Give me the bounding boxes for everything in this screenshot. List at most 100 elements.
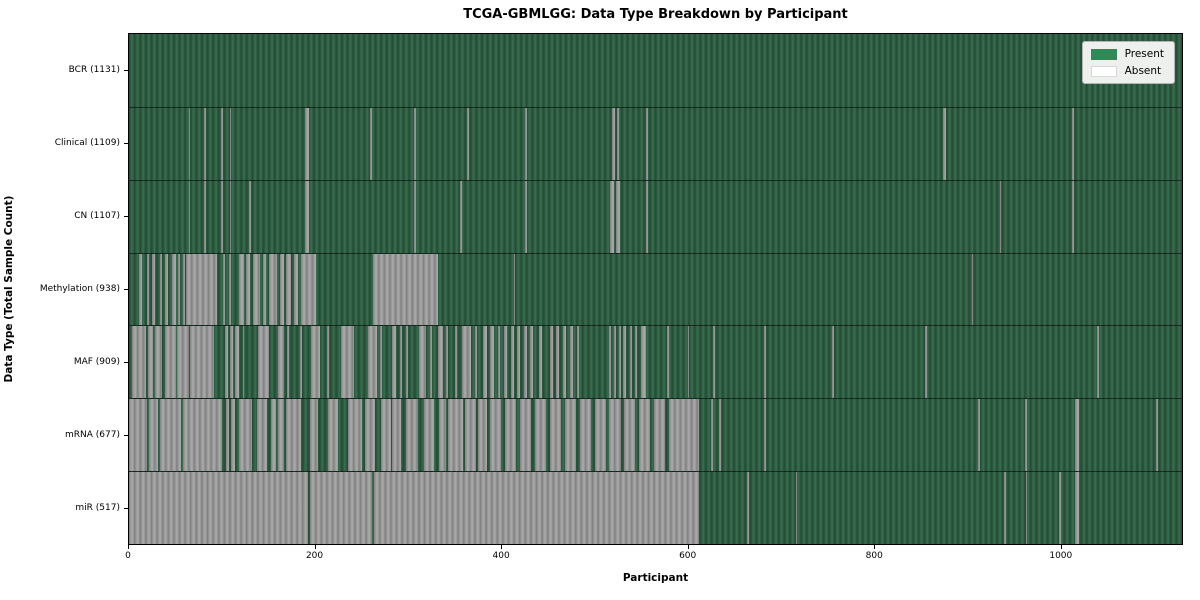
absent-segment (300, 326, 303, 399)
absent-segment (258, 326, 269, 399)
absent-segment (221, 107, 224, 180)
absent-segment (177, 326, 189, 399)
y-tick-mark (124, 69, 128, 71)
y-tick-label-mir: miR (517) (75, 503, 120, 514)
absent-segment (478, 399, 488, 472)
absent-segment (155, 326, 162, 399)
absent-segment (328, 399, 339, 472)
absent-segment (368, 326, 377, 399)
absent-segment (178, 253, 181, 326)
absent-segment (439, 399, 447, 472)
absent-segment (286, 399, 302, 472)
absent-segment (538, 326, 543, 399)
absent-segment (999, 180, 1002, 253)
absent-segment (392, 399, 401, 472)
absent-segment (925, 326, 927, 399)
absent-segment (229, 107, 232, 180)
absent-segment (147, 326, 154, 399)
legend-item-present: Present (1090, 48, 1164, 60)
absent-segment (413, 107, 416, 180)
absent-segment (419, 326, 426, 399)
absent-segment (1072, 107, 1074, 180)
absent-segment (347, 399, 362, 472)
absent-segment (570, 326, 574, 399)
absent-segment (148, 399, 158, 472)
absent-segment (204, 107, 207, 180)
absent-segment (1004, 472, 1007, 544)
absent-segment (549, 399, 561, 472)
x-tick-mark (687, 545, 689, 549)
absent-segment (406, 326, 409, 399)
absent-segment (235, 326, 239, 399)
absent-segment (454, 326, 457, 399)
absent-segment (763, 399, 766, 472)
x-tick-mark (874, 545, 876, 549)
absent-segment (413, 180, 416, 253)
absent-segment (399, 326, 402, 399)
absent-segment (618, 326, 621, 399)
absent-segment (490, 326, 494, 399)
absent-segment (482, 326, 488, 399)
y-tick-mark (124, 142, 128, 144)
absent-segment (1155, 399, 1158, 472)
absent-segment (381, 399, 391, 472)
plot-area (128, 33, 1183, 545)
absent-segment (249, 180, 251, 253)
y-tick-mark (124, 435, 128, 437)
absent-segment (579, 399, 591, 472)
absent-segment (639, 399, 651, 472)
absent-segment (747, 472, 750, 544)
absent-segment (229, 180, 232, 253)
x-axis-label: Participant (622, 572, 689, 584)
absent-segment (238, 253, 244, 326)
x-tick-label-0: 0 (125, 551, 131, 561)
absent-segment (277, 326, 284, 399)
absent-segment (129, 472, 308, 544)
row-bcr (129, 34, 1182, 107)
absent-segment (795, 472, 798, 544)
absent-segment (530, 326, 534, 399)
absent-segment (429, 326, 432, 399)
absent-segment (1059, 472, 1061, 544)
legend: Present Absent (1081, 41, 1175, 84)
absent-segment (190, 326, 214, 399)
absent-segment (609, 399, 621, 472)
absent-segment (242, 326, 245, 399)
absent-segment (309, 399, 318, 472)
absent-segment (370, 107, 372, 180)
y-tick-label-methylation: Methylation (938) (39, 284, 120, 294)
x-tick-label-600: 600 (679, 551, 697, 561)
legend-label-absent: Absent (1124, 65, 1162, 77)
absent-segment (687, 326, 690, 399)
absent-segment (256, 399, 267, 472)
absent-segment (1072, 180, 1074, 253)
absent-segment (576, 326, 579, 399)
absent-segment (311, 326, 320, 399)
absent-segment (129, 399, 147, 472)
absent-segment (146, 253, 149, 326)
row-cn (129, 179, 1182, 253)
absent-segment (490, 399, 502, 472)
absent-segment (372, 253, 439, 326)
absent-segment (831, 326, 834, 399)
absent-segment (364, 399, 375, 472)
absent-segment (719, 399, 722, 472)
absent-segment (763, 326, 766, 399)
absent-segment (406, 399, 418, 472)
x-tick-label-400: 400 (492, 551, 510, 561)
absent-segment (185, 253, 217, 326)
absent-segment (710, 399, 713, 472)
absent-segment (466, 107, 469, 180)
chart-title: TCGA-GBMLGG: Data Type Breakdown by Part… (463, 7, 848, 22)
absent-segment (1074, 472, 1079, 544)
y-tick-label-mrna: mRNA (677) (65, 430, 120, 441)
absent-segment (268, 253, 278, 326)
absent-segment (534, 399, 547, 472)
absent-segment (612, 107, 615, 180)
absent-segment (246, 253, 251, 326)
absent-segment (139, 253, 143, 326)
absent-segment (942, 107, 946, 180)
absent-segment (510, 326, 514, 399)
absent-segment (238, 399, 252, 472)
